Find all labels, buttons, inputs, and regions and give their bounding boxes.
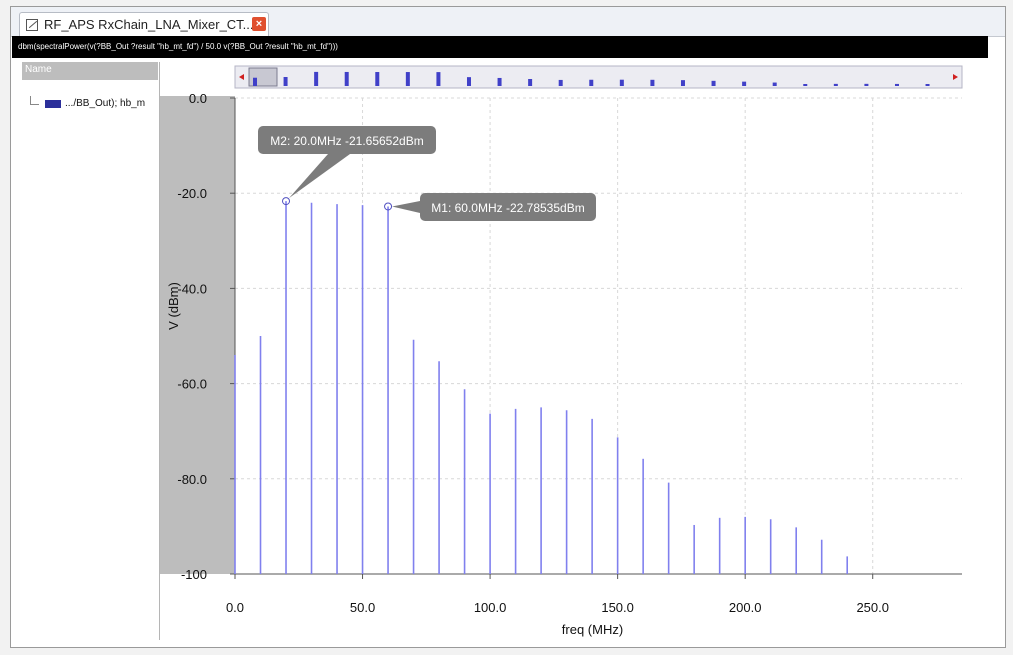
- overview-bar: [375, 72, 380, 86]
- overview-bar: [925, 84, 930, 86]
- x-tick-label: 250.0: [856, 600, 889, 615]
- overview-bar: [619, 79, 624, 86]
- y-axis-band: [160, 96, 235, 574]
- overview-bar: [283, 77, 288, 86]
- trace-color-swatch: [45, 99, 61, 108]
- marker-box[interactable]: [420, 193, 596, 221]
- overview-bar: [680, 80, 685, 86]
- x-tick-label: 200.0: [729, 600, 762, 615]
- overview-bar: [772, 82, 777, 86]
- y-tick-label: -20.0: [177, 186, 207, 201]
- graph-icon: [26, 18, 38, 31]
- overview-bar: [864, 83, 869, 86]
- overview-bar: [650, 79, 655, 86]
- x-tick-label: 50.0: [350, 600, 375, 615]
- y-tick-label: -40.0: [177, 281, 207, 296]
- y-tick-label: -100: [181, 567, 207, 582]
- overview-bar: [528, 79, 533, 86]
- overview-bar: [497, 77, 502, 86]
- overview-bar: [894, 83, 899, 86]
- tab-waveform[interactable]: RF_APS RxChain_LNA_Mixer_CT... ×: [19, 12, 269, 36]
- overview-bar: [803, 84, 808, 86]
- expression-bar: dbm(spectralPower(v(?BB_Out ?result "hb_…: [12, 36, 988, 58]
- tree-connector: [30, 96, 39, 105]
- trace-item[interactable]: .../BB_Out); hb_m: [30, 96, 146, 109]
- overview-bar: [405, 72, 410, 86]
- overview-bar: [466, 77, 471, 86]
- marker-point[interactable]: [282, 197, 291, 206]
- tab-bar: RF_APS RxChain_LNA_Mixer_CT... ×: [11, 7, 1005, 37]
- overview-bar: [314, 71, 319, 86]
- tab-title: RF_APS RxChain_LNA_Mixer_CT...: [44, 17, 254, 32]
- marker-label: M1: 60.0MHz -22.78535dBm: [431, 201, 584, 215]
- overview-bar: [436, 72, 441, 86]
- scroll-right-icon[interactable]: [953, 74, 958, 80]
- overview-bar: [711, 80, 716, 86]
- plot-area: [235, 98, 962, 574]
- y-tick-label: -60.0: [177, 377, 207, 392]
- overview-bar: [589, 79, 594, 86]
- trace-label: .../BB_Out); hb_m: [65, 98, 146, 109]
- marker-label: M2: 20.0MHz -21.65652dBm: [270, 134, 423, 148]
- overview-bar: [344, 71, 349, 86]
- y-tick-label: -80.0: [177, 472, 207, 487]
- trace-list-panel: Name .../BB_Out); hb_m: [22, 62, 160, 640]
- x-tick-label: 0.0: [226, 600, 244, 615]
- marker-leader: [289, 154, 350, 199]
- overview-bar: [833, 83, 838, 86]
- y-tick-label: 0.0: [189, 91, 207, 106]
- scroll-left-icon[interactable]: [239, 74, 244, 80]
- marker-point[interactable]: [384, 202, 393, 211]
- y-axis-label: V (dBm): [166, 282, 181, 330]
- x-axis-label: freq (MHz): [562, 622, 623, 637]
- overview-bar: [253, 77, 257, 86]
- x-tick-label: 100.0: [474, 600, 507, 615]
- overview-strip[interactable]: [234, 65, 963, 89]
- marker-leader: [392, 201, 420, 213]
- overview-bar: [558, 79, 563, 86]
- marker-box[interactable]: [258, 126, 436, 154]
- overview-bar: [742, 81, 747, 86]
- close-icon[interactable]: ×: [252, 17, 266, 31]
- trace-list-header: Name: [22, 62, 158, 80]
- x-tick-label: 150.0: [601, 600, 634, 615]
